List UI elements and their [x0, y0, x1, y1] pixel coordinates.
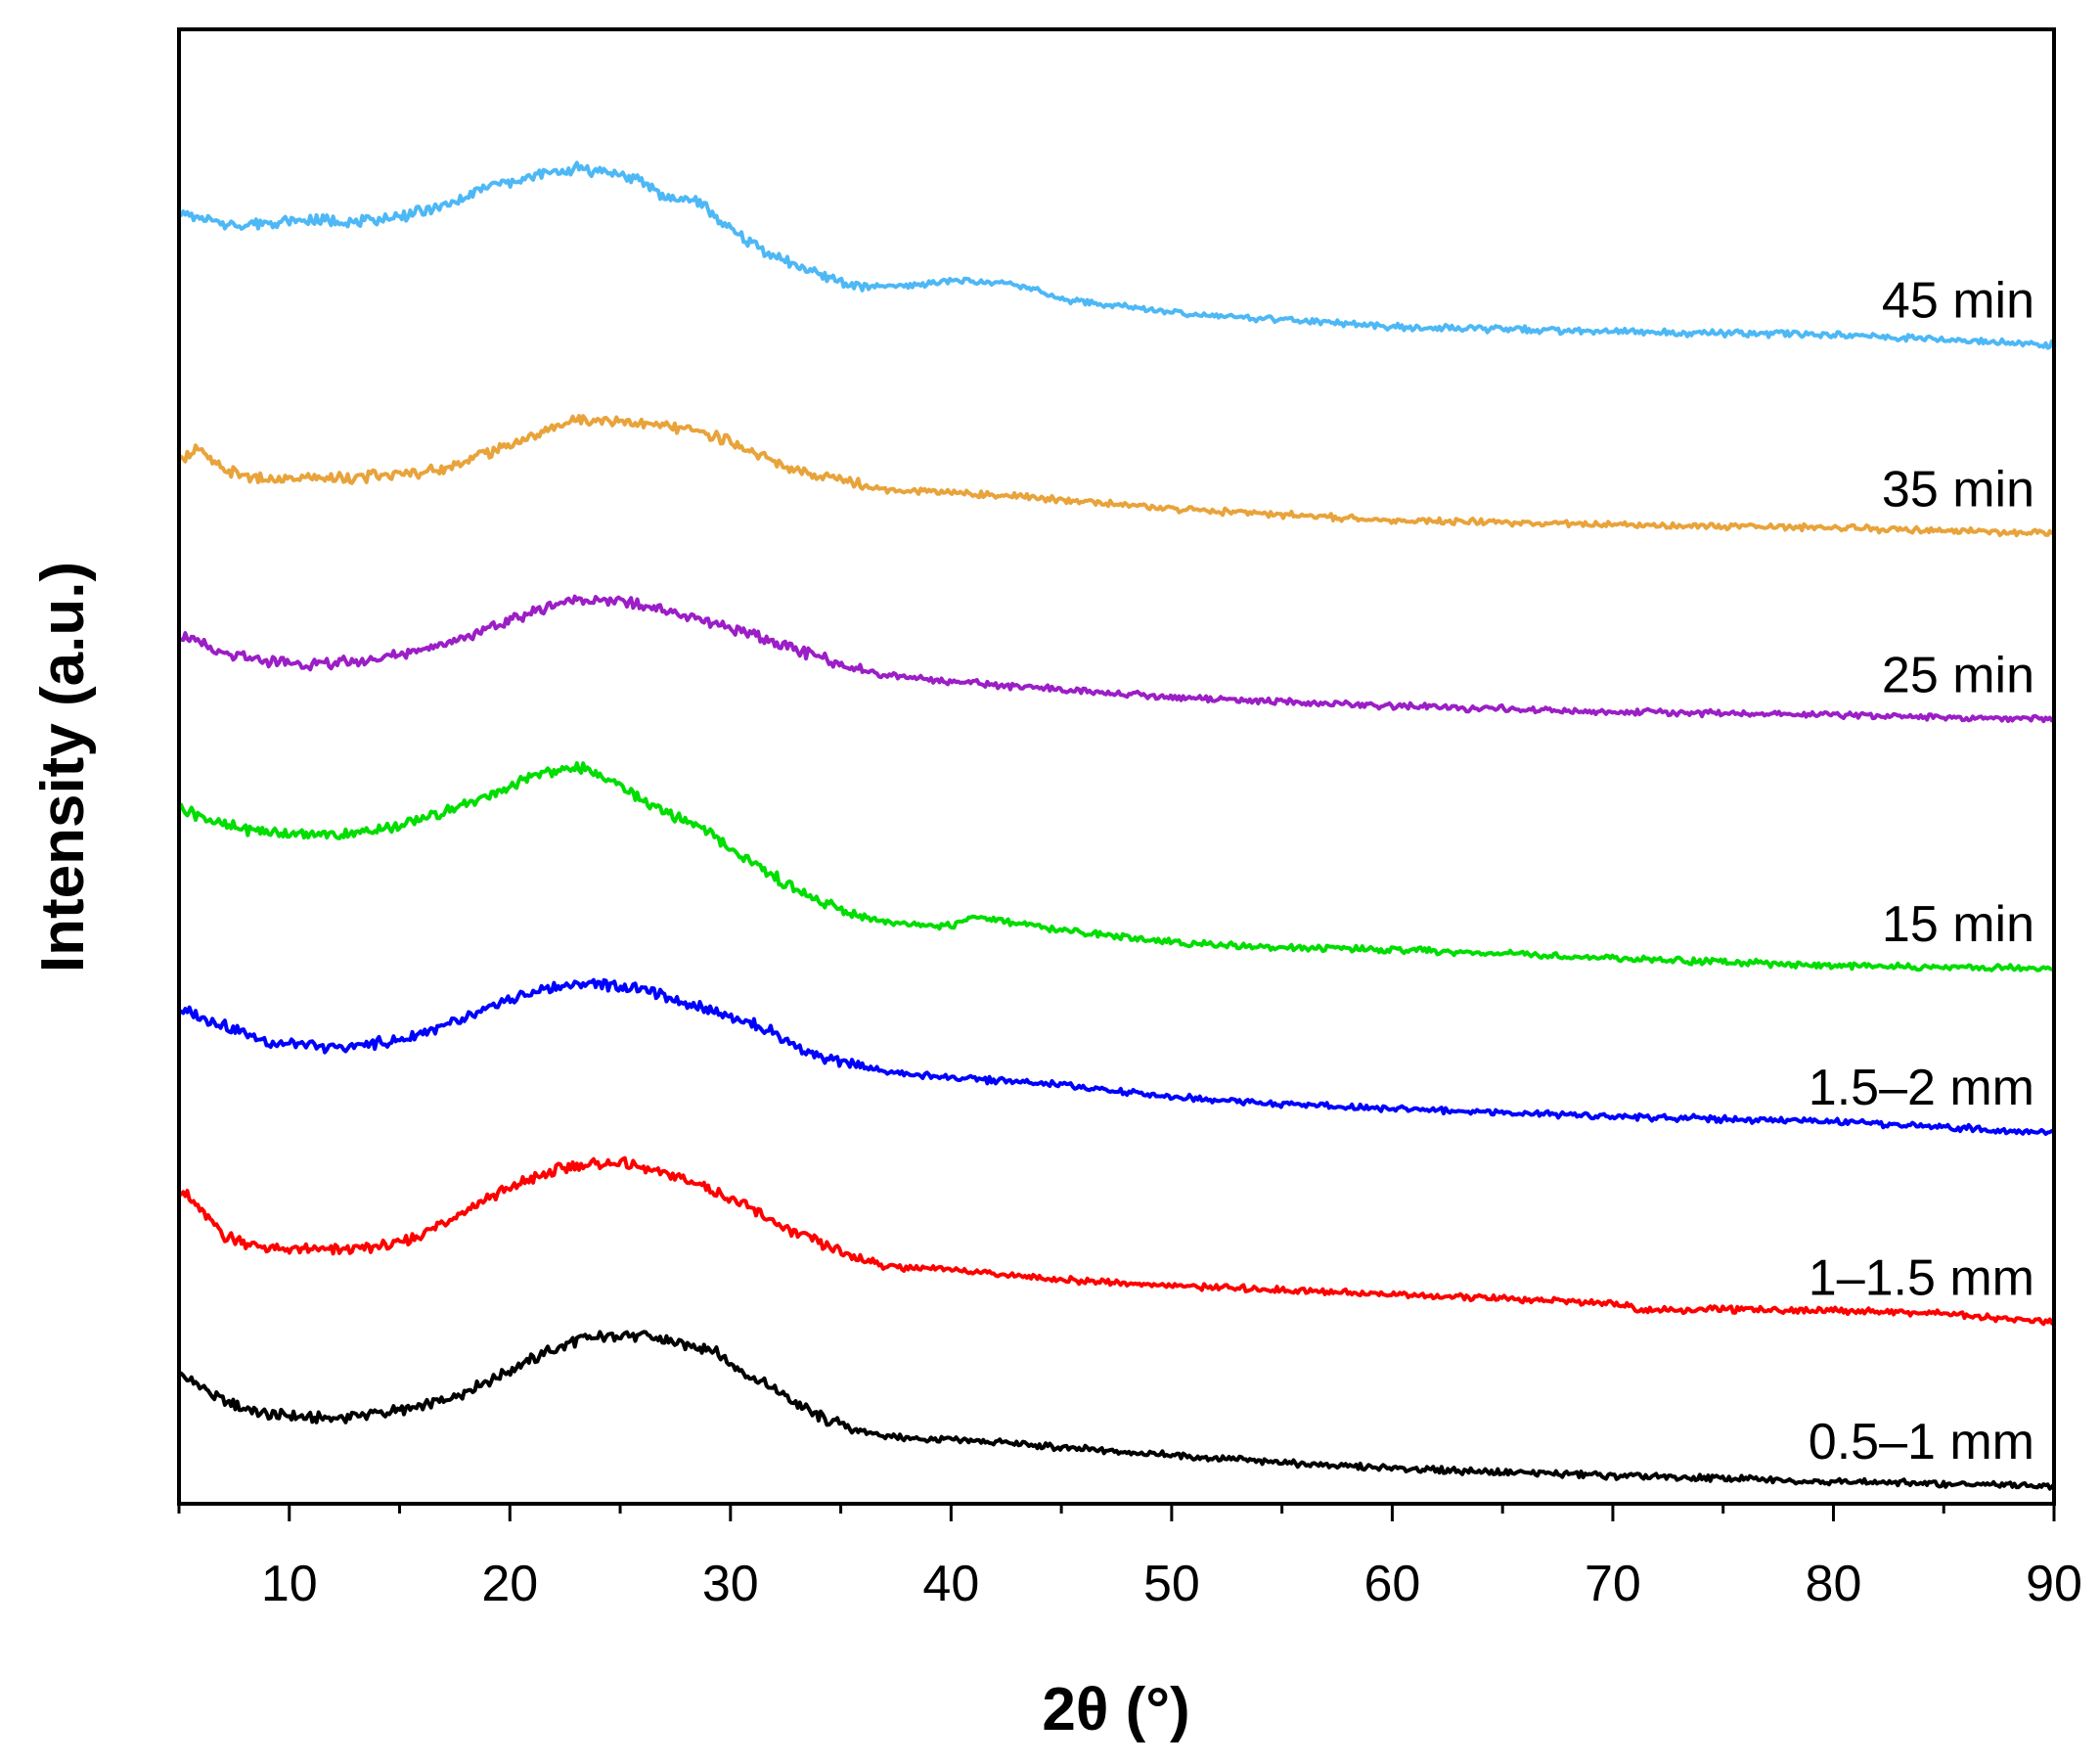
- x-tick-label-40: 40: [922, 1556, 979, 1612]
- series-label-25-min: 25 min: [1882, 647, 2034, 703]
- plot-frame: [177, 27, 2056, 1506]
- x-axis-ticks: 10 20 30 40 50 60 70 80 90: [177, 1504, 2082, 1612]
- series-label-1-1-5-mm: 1–1.5 mm: [1809, 1250, 2034, 1307]
- series-label-1-5-2-mm: 1.5–2 mm: [1809, 1060, 2034, 1116]
- x-tick-label-60: 60: [1363, 1556, 1420, 1612]
- x-tick-label-20: 20: [481, 1556, 538, 1612]
- x-tick-label-50: 50: [1143, 1556, 1200, 1612]
- series-line-1-5-2-mm: [178, 977, 2056, 1136]
- series-label-0-5-1-mm: 0.5–1 mm: [1809, 1414, 2034, 1470]
- x-tick-label-90: 90: [2026, 1556, 2082, 1612]
- series-line-15-min: [177, 761, 2055, 972]
- y-axis-title: Intensity (a.u.): [29, 562, 97, 972]
- x-tick-label-70: 70: [1585, 1556, 1641, 1612]
- series-line-45-min: [178, 160, 2056, 350]
- x-tick-label-80: 80: [1806, 1556, 1862, 1612]
- series-line-0-5-1-mm: [177, 1330, 2056, 1491]
- x-tick-label-10: 10: [261, 1556, 318, 1612]
- series-label-15-min: 15 min: [1882, 896, 2034, 953]
- series-line-35-min: [178, 414, 2055, 538]
- series-line-1-1-5-mm: [177, 1155, 2056, 1327]
- series-layer: [177, 160, 2056, 1491]
- series-label-45-min: 45 min: [1882, 273, 2034, 330]
- series-label-layer: 0.5–1 mm 1–1.5 mm 1.5–2 mm 15 min 25 min 35 m…: [1809, 273, 2034, 1470]
- series-label-35-min: 35 min: [1882, 461, 2034, 518]
- x-axis-title: 2θ (°): [1042, 1676, 1189, 1743]
- series-line-25-min: [178, 594, 2055, 724]
- x-tick-label-30: 30: [702, 1556, 759, 1612]
